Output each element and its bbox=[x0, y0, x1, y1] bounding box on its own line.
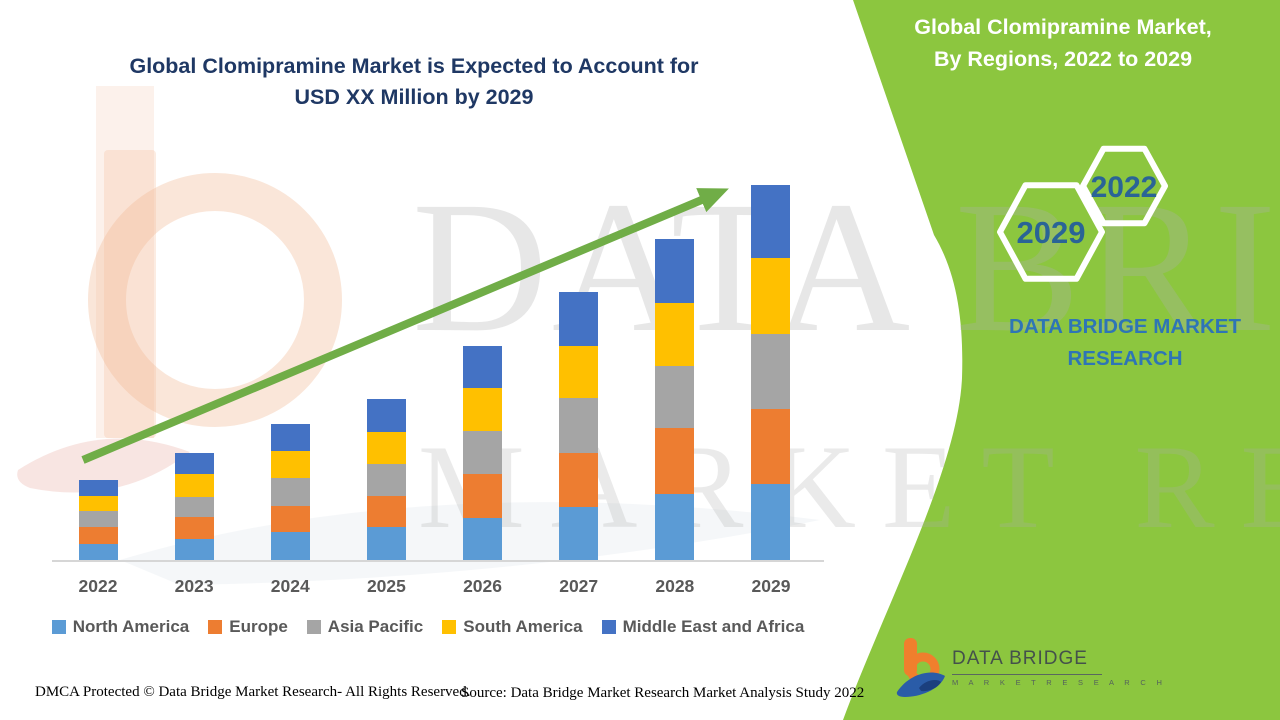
bar-segment-middle-east-and-africa bbox=[366, 399, 406, 432]
legend-item: South America bbox=[442, 617, 583, 637]
bar-segment-asia-pacific bbox=[655, 366, 695, 428]
bar-segment-north-america bbox=[559, 507, 599, 560]
x-axis-label-2027: 2027 bbox=[559, 576, 599, 596]
logo-watermark-shapes bbox=[17, 86, 820, 585]
footer-dmca-text: DMCA Protected © Data Bridge Market Rese… bbox=[35, 684, 471, 700]
bar-segment-europe bbox=[366, 496, 406, 527]
bar-segment-asia-pacific bbox=[270, 478, 310, 506]
bar-segment-middle-east-and-africa bbox=[559, 292, 599, 346]
x-axis-label-2025: 2025 bbox=[366, 576, 406, 596]
x-axis-label-2029: 2029 bbox=[751, 576, 791, 596]
brand-text-line1: DATA BRIDGE MARKET bbox=[1009, 315, 1241, 338]
panel-title-line1: Global Clomipramine Market, bbox=[914, 15, 1212, 39]
hexagon-label-2029: 2029 bbox=[1016, 215, 1086, 250]
bar-segment-asia-pacific bbox=[751, 334, 791, 409]
dbmr-logo-mark bbox=[896, 638, 945, 697]
bar-segment-north-america bbox=[174, 539, 214, 560]
bar-segment-europe bbox=[78, 527, 118, 544]
legend-swatch bbox=[306, 620, 321, 634]
bar-segment-north-america bbox=[751, 484, 791, 560]
bar-segment-middle-east-and-africa bbox=[270, 424, 310, 451]
bar-segment-south-america bbox=[174, 474, 214, 497]
logo-b-bowl bbox=[906, 652, 940, 686]
legend-label: South America bbox=[463, 617, 583, 636]
logo-wordmark-line2: M A R K E T R E S E A R C H bbox=[952, 678, 1167, 687]
bar-segment-middle-east-and-africa bbox=[78, 480, 118, 496]
bar-segment-middle-east-and-africa bbox=[655, 239, 695, 303]
bar-segment-europe bbox=[559, 453, 599, 507]
logo-blue-swoosh bbox=[896, 672, 945, 697]
bar-segment-north-america bbox=[655, 494, 695, 560]
legend: North America Europe Asia Pacific South Ame… bbox=[28, 617, 828, 637]
legend-item: Middle East and Africa bbox=[601, 617, 805, 637]
x-axis-label-2024: 2024 bbox=[270, 576, 310, 596]
chart-title-line1: Global Clomipramine Market is Expected t… bbox=[129, 54, 699, 78]
bar-segment-europe bbox=[270, 506, 310, 532]
brand-text-line2: RESEARCH bbox=[1067, 347, 1183, 370]
bar-segment-europe bbox=[655, 428, 695, 494]
hexagon-label-2022: 2022 bbox=[1090, 171, 1158, 204]
chart-title-line2: USD XX Million by 2029 bbox=[294, 85, 534, 109]
watermark-b-stem-light bbox=[96, 86, 154, 438]
watermark-b-bowl bbox=[88, 173, 342, 427]
footer-source-text: Source: Data Bridge Market Research Mark… bbox=[461, 685, 865, 701]
legend-label: Asia Pacific bbox=[327, 617, 424, 636]
bar-segment-asia-pacific bbox=[463, 431, 503, 474]
logo-wordmark-line1: DATA BRIDGE bbox=[952, 648, 1102, 675]
logo-b-stem bbox=[904, 638, 917, 676]
bar-segment-south-america bbox=[751, 258, 791, 334]
bar-segment-asia-pacific bbox=[78, 511, 118, 527]
watermark-swoosh bbox=[17, 438, 191, 493]
x-axis-label-2023: 2023 bbox=[174, 576, 214, 596]
legend-swatch bbox=[208, 620, 223, 634]
trend-arrow bbox=[81, 188, 729, 464]
bar-segment-south-america bbox=[463, 388, 503, 431]
watermark-text-line2: MARKET RESEARCH bbox=[418, 420, 1280, 553]
bar-segment-europe bbox=[751, 409, 791, 484]
x-axis-line bbox=[52, 560, 824, 562]
panel-title-line2: By Regions, 2022 to 2029 bbox=[933, 47, 1193, 71]
panel-title: Global Clomipramine Market, By Regions, … bbox=[850, 11, 1276, 75]
watermark-gray-swoosh bbox=[120, 502, 820, 585]
bar-segment-south-america bbox=[270, 451, 310, 478]
bar-segment-north-america bbox=[463, 518, 503, 560]
bar-segment-north-america bbox=[270, 532, 310, 560]
bar-segment-middle-east-and-africa bbox=[751, 185, 791, 258]
legend-item: Asia Pacific bbox=[306, 617, 424, 637]
bar-segment-south-america bbox=[366, 432, 406, 464]
bar-segment-europe bbox=[463, 474, 503, 518]
logo-blue-inner bbox=[919, 680, 941, 692]
legend-label: North America bbox=[72, 617, 190, 636]
legend-swatch bbox=[51, 620, 66, 634]
bar-segment-south-america bbox=[559, 346, 599, 398]
legend-swatch bbox=[601, 620, 616, 634]
bar-segment-south-america bbox=[655, 303, 695, 366]
logo-wordmark: DATA BRIDGE M A R K E T R E S E A R C H bbox=[952, 648, 1167, 687]
bar-segment-europe bbox=[174, 517, 214, 539]
bar-segment-asia-pacific bbox=[366, 464, 406, 496]
legend-label: Middle East and Africa bbox=[622, 617, 805, 636]
x-axis-label-2026: 2026 bbox=[463, 576, 503, 596]
x-axis-label-2022: 2022 bbox=[78, 576, 118, 596]
bar-segment-north-america bbox=[366, 527, 406, 560]
bar-segment-north-america bbox=[78, 544, 118, 560]
bar-segment-asia-pacific bbox=[559, 398, 599, 453]
bar-segment-middle-east-and-africa bbox=[174, 453, 214, 474]
bar-segment-asia-pacific bbox=[174, 497, 214, 517]
watermark-b-stem bbox=[104, 150, 156, 438]
bar-segment-south-america bbox=[78, 496, 118, 511]
brand-text: DATA BRIDGE MARKET RESEARCH bbox=[972, 311, 1278, 375]
legend-swatch bbox=[442, 620, 457, 634]
legend-item: North America bbox=[51, 617, 190, 637]
legend-item: Europe bbox=[208, 617, 288, 637]
x-axis-label-2028: 2028 bbox=[655, 576, 695, 596]
legend-label: Europe bbox=[229, 617, 288, 636]
chart-title: Global Clomipramine Market is Expected t… bbox=[0, 51, 828, 113]
bar-segment-middle-east-and-africa bbox=[463, 346, 503, 388]
